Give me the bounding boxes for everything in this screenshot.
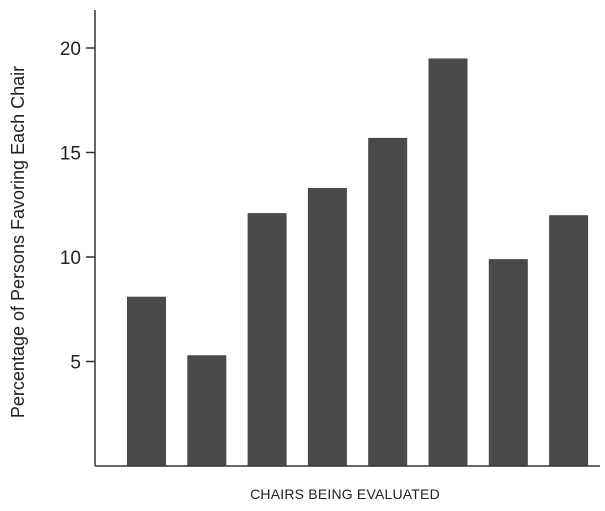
y-tick-label: 15 [60, 144, 81, 165]
bar-chair-8 [549, 215, 589, 466]
bar-chair-5 [368, 137, 408, 466]
bar-chair-3 [247, 213, 287, 466]
y-tick-label: 20 [60, 39, 81, 60]
y-axis-title: Percentage of Persons Favoring Each Chai… [8, 66, 28, 418]
bar-chair-6 [428, 58, 468, 466]
y-tick-label: 10 [60, 248, 81, 269]
bar-chair-1 [127, 296, 166, 466]
bar-chair-7 [488, 259, 528, 466]
x-axis-title: CHAIRS BEING EVALUATED [250, 486, 440, 502]
bar-chair-2 [187, 355, 227, 466]
y-ticks-group: 5 10 15 20 [60, 39, 95, 374]
bars-group [127, 58, 589, 466]
bar-chair-4 [307, 188, 347, 466]
y-tick-label: 5 [70, 353, 81, 374]
